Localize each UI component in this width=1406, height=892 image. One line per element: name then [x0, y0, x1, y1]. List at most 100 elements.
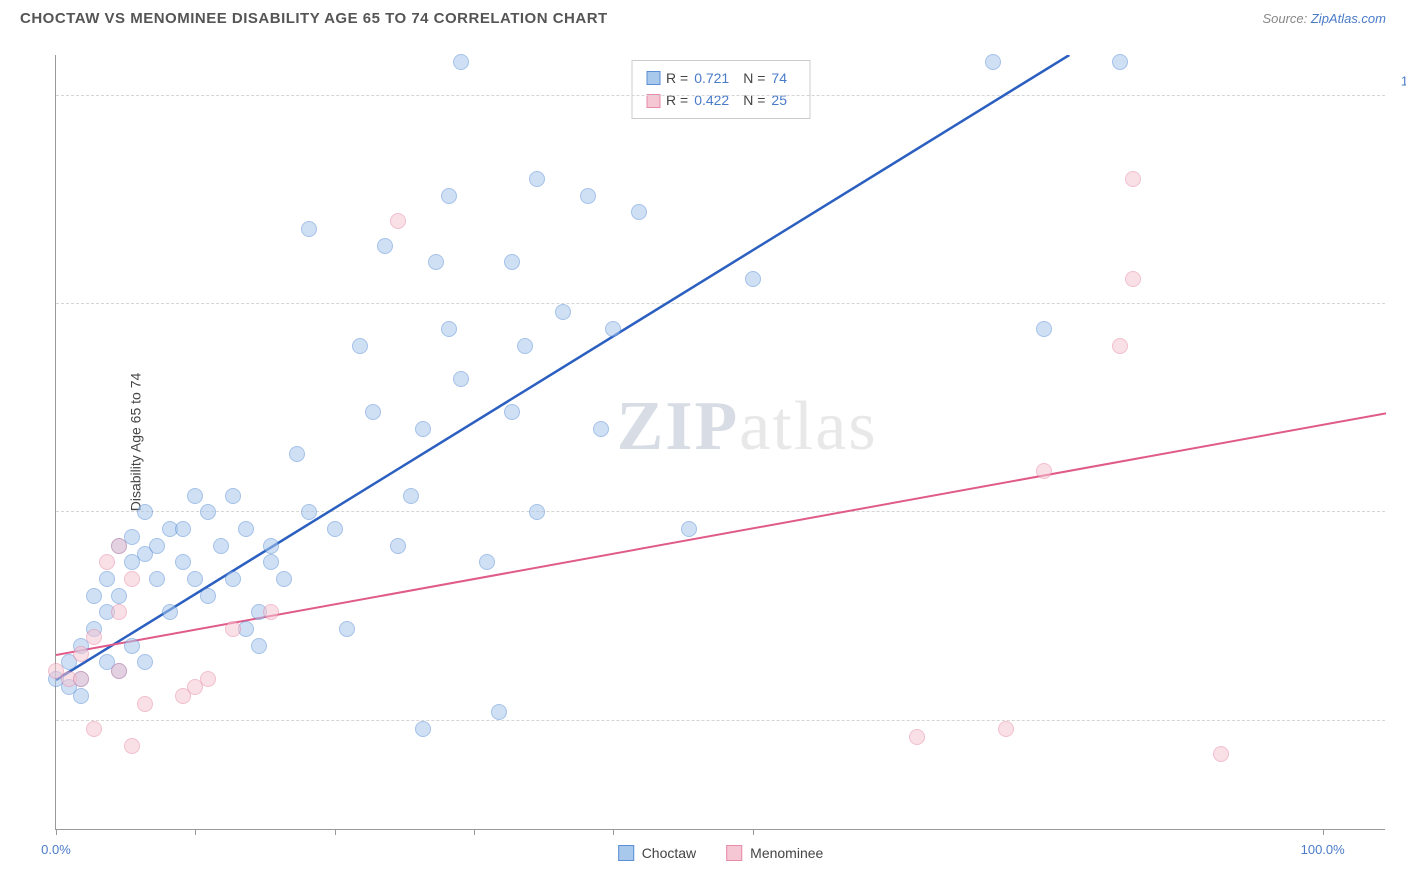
data-point	[263, 554, 279, 570]
data-point	[479, 554, 495, 570]
x-tick	[1323, 829, 1324, 835]
gridline	[56, 303, 1385, 304]
x-tick-label: 0.0%	[41, 842, 71, 857]
data-point	[415, 721, 431, 737]
x-tick	[613, 829, 614, 835]
chart-container: CHOCTAW VS MENOMINEE DISABILITY AGE 65 T…	[0, 0, 1406, 892]
data-point	[1112, 338, 1128, 354]
data-point	[99, 554, 115, 570]
data-point	[187, 571, 203, 587]
data-point	[352, 338, 368, 354]
data-point	[175, 521, 191, 537]
legend-label: Choctaw	[642, 845, 696, 861]
legend-label: Menominee	[750, 845, 823, 861]
source-prefix: Source:	[1262, 11, 1310, 26]
data-point	[390, 213, 406, 229]
data-point	[415, 421, 431, 437]
data-point	[453, 371, 469, 387]
data-point	[1112, 54, 1128, 70]
data-point	[441, 188, 457, 204]
legend-swatch	[646, 71, 660, 85]
y-tick-label: 25.0%	[1390, 698, 1406, 713]
gridline	[56, 95, 1385, 96]
data-point	[73, 646, 89, 662]
data-point	[441, 321, 457, 337]
data-point	[377, 238, 393, 254]
data-point	[73, 671, 89, 687]
data-point	[453, 54, 469, 70]
data-point	[111, 604, 127, 620]
data-point	[149, 571, 165, 587]
data-point	[745, 271, 761, 287]
data-point	[213, 538, 229, 554]
data-point	[137, 654, 153, 670]
data-point	[137, 696, 153, 712]
data-point	[149, 538, 165, 554]
data-point	[529, 171, 545, 187]
data-point	[327, 521, 343, 537]
data-point	[985, 54, 1001, 70]
data-point	[162, 604, 178, 620]
data-point	[593, 421, 609, 437]
data-point	[86, 629, 102, 645]
data-point	[263, 604, 279, 620]
data-point	[491, 704, 507, 720]
r-label: R =	[666, 67, 688, 89]
watermark-bold: ZIP	[617, 388, 740, 465]
watermark: ZIPatlas	[617, 387, 878, 467]
data-point	[111, 588, 127, 604]
data-point	[289, 446, 305, 462]
data-point	[225, 571, 241, 587]
data-point	[301, 221, 317, 237]
legend-row: R = 0.422N = 25	[646, 89, 795, 111]
data-point	[238, 521, 254, 537]
data-point	[111, 663, 127, 679]
legend-series: Choctaw Menominee	[618, 845, 824, 861]
legend-correlation: R = 0.721N = 74R = 0.422N = 25	[631, 60, 810, 119]
legend-row: R = 0.721N = 74	[646, 67, 795, 89]
trend-line	[56, 55, 1386, 830]
r-value: 0.422	[694, 89, 729, 111]
x-tick	[753, 829, 754, 835]
data-point	[124, 571, 140, 587]
data-point	[137, 504, 153, 520]
x-tick	[335, 829, 336, 835]
data-point	[403, 488, 419, 504]
y-tick-label: 75.0%	[1390, 282, 1406, 297]
data-point	[263, 538, 279, 554]
data-point	[124, 638, 140, 654]
data-point	[529, 504, 545, 520]
data-point	[390, 538, 406, 554]
data-point	[631, 204, 647, 220]
data-point	[504, 254, 520, 270]
data-point	[909, 729, 925, 745]
data-point	[187, 488, 203, 504]
n-label: N =	[743, 89, 765, 111]
chart-title: CHOCTAW VS MENOMINEE DISABILITY AGE 65 T…	[20, 10, 608, 27]
data-point	[1213, 746, 1229, 762]
y-tick-label: 100.0%	[1390, 73, 1406, 88]
plot-area: ZIPatlas Disability Age 65 to 74 R = 0.7…	[55, 55, 1385, 830]
data-point	[86, 721, 102, 737]
data-point	[251, 638, 267, 654]
data-point	[580, 188, 596, 204]
source-label: Source: ZipAtlas.com	[1262, 11, 1386, 26]
legend-swatch	[726, 845, 742, 861]
data-point	[86, 588, 102, 604]
source-link[interactable]: ZipAtlas.com	[1311, 11, 1386, 26]
data-point	[301, 504, 317, 520]
data-point	[1036, 321, 1052, 337]
data-point	[99, 571, 115, 587]
x-tick-label: 100.0%	[1301, 842, 1345, 857]
trend-line	[56, 55, 1386, 830]
data-point	[1036, 463, 1052, 479]
data-point	[1125, 171, 1141, 187]
data-point	[681, 521, 697, 537]
r-value: 0.721	[694, 67, 729, 89]
x-tick	[56, 829, 57, 835]
data-point	[200, 504, 216, 520]
data-point	[276, 571, 292, 587]
data-point	[365, 404, 381, 420]
data-point	[998, 721, 1014, 737]
gridline	[56, 720, 1385, 721]
